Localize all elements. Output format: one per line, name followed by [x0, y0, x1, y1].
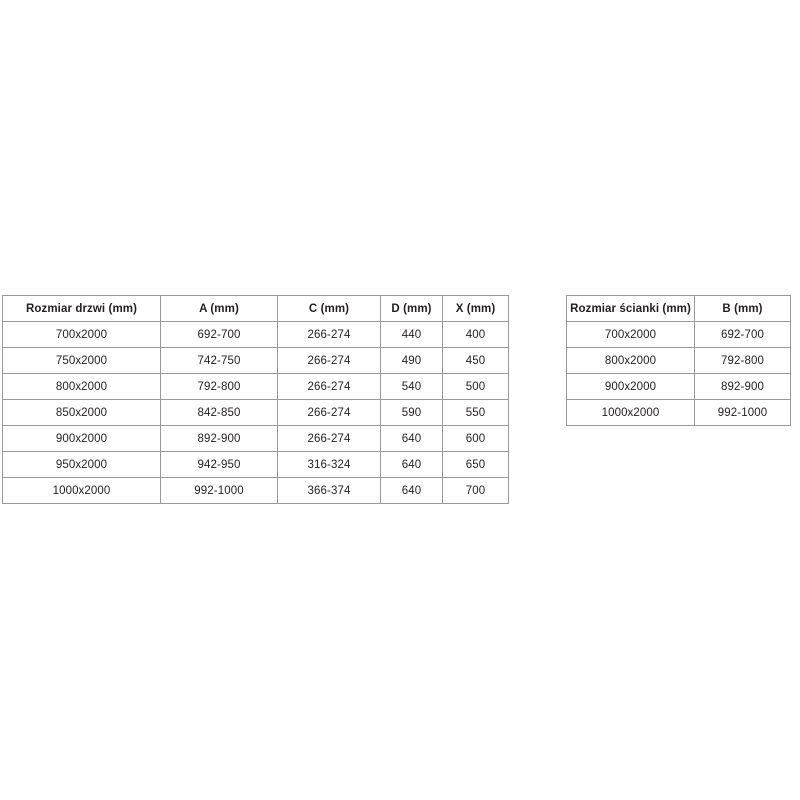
table-row: 800x2000 792-800: [566, 347, 791, 374]
cell-size: 950x2000: [2, 451, 161, 478]
cell-wall-size: 1000x2000: [566, 399, 695, 426]
table-row: 700x2000 692-700 266-274 440 400: [2, 321, 509, 348]
cell-b: 892-900: [694, 373, 791, 400]
column-header-d: D (mm): [380, 295, 443, 322]
cell-a: 892-900: [160, 425, 278, 452]
table-row: 1000x2000 992-1000 366-374 640 700: [2, 477, 509, 504]
cell-d: 540: [380, 373, 443, 400]
cell-b: 792-800: [694, 347, 791, 374]
cell-c: 266-274: [277, 373, 381, 400]
column-header-x: X (mm): [442, 295, 509, 322]
cell-x: 550: [442, 399, 509, 426]
table-row: 850x2000 842-850 266-274 590 550: [2, 399, 509, 426]
table-row: 800x2000 792-800 266-274 540 500: [2, 373, 509, 400]
cell-size: 750x2000: [2, 347, 161, 374]
cell-a: 842-850: [160, 399, 278, 426]
cell-c: 266-274: [277, 347, 381, 374]
table-header-row: Rozmiar drzwi (mm) A (mm) C (mm) D (mm) …: [2, 295, 509, 322]
cell-c: 266-274: [277, 321, 381, 348]
cell-a: 942-950: [160, 451, 278, 478]
column-header-c: C (mm): [277, 295, 381, 322]
cell-size: 800x2000: [2, 373, 161, 400]
cell-size: 900x2000: [2, 425, 161, 452]
table-row: 1000x2000 992-1000: [566, 399, 791, 426]
cell-c: 266-274: [277, 425, 381, 452]
column-header-a: A (mm): [160, 295, 278, 322]
doors-dimensions-table: Rozmiar drzwi (mm) A (mm) C (mm) D (mm) …: [2, 295, 509, 504]
cell-b: 692-700: [694, 321, 791, 348]
cell-d: 490: [380, 347, 443, 374]
table-row: 950x2000 942-950 316-324 640 650: [2, 451, 509, 478]
cell-d: 640: [380, 451, 443, 478]
cell-c: 366-374: [277, 477, 381, 504]
table-row: 900x2000 892-900 266-274 640 600: [2, 425, 509, 452]
table-row: 900x2000 892-900: [566, 373, 791, 400]
wall-table-body: 700x2000 692-700 800x2000 792-800 900x20…: [566, 321, 791, 426]
cell-x: 450: [442, 347, 509, 374]
cell-a: 742-750: [160, 347, 278, 374]
cell-d: 440: [380, 321, 443, 348]
column-header-size: Rozmiar drzwi (mm): [2, 295, 161, 322]
column-header-wall-size: Rozmiar ścianki (mm): [566, 295, 695, 322]
cell-x: 400: [442, 321, 509, 348]
wall-panel-dimensions-table: Rozmiar ścianki (mm) B (mm) 700x2000 692…: [566, 295, 791, 426]
cell-x: 650: [442, 451, 509, 478]
wall-table-header: Rozmiar ścianki (mm) B (mm): [566, 295, 791, 322]
cell-a: 792-800: [160, 373, 278, 400]
cell-d: 590: [380, 399, 443, 426]
doors-table-body: 700x2000 692-700 266-274 440 400 750x200…: [2, 321, 509, 504]
column-header-b: B (mm): [694, 295, 791, 322]
cell-size: 700x2000: [2, 321, 161, 348]
cell-a: 692-700: [160, 321, 278, 348]
cell-b: 992-1000: [694, 399, 791, 426]
cell-size: 1000x2000: [2, 477, 161, 504]
cell-x: 700: [442, 477, 509, 504]
table-header-row: Rozmiar ścianki (mm) B (mm): [566, 295, 791, 322]
cell-d: 640: [380, 425, 443, 452]
cell-a: 992-1000: [160, 477, 278, 504]
cell-wall-size: 900x2000: [566, 373, 695, 400]
cell-wall-size: 800x2000: [566, 347, 695, 374]
table-row: 750x2000 742-750 266-274 490 450: [2, 347, 509, 374]
cell-size: 850x2000: [2, 399, 161, 426]
cell-c: 316-324: [277, 451, 381, 478]
cell-c: 266-274: [277, 399, 381, 426]
cell-wall-size: 700x2000: [566, 321, 695, 348]
table-row: 700x2000 692-700: [566, 321, 791, 348]
cell-x: 500: [442, 373, 509, 400]
cell-d: 640: [380, 477, 443, 504]
doors-table-header: Rozmiar drzwi (mm) A (mm) C (mm) D (mm) …: [2, 295, 509, 322]
cell-x: 600: [442, 425, 509, 452]
